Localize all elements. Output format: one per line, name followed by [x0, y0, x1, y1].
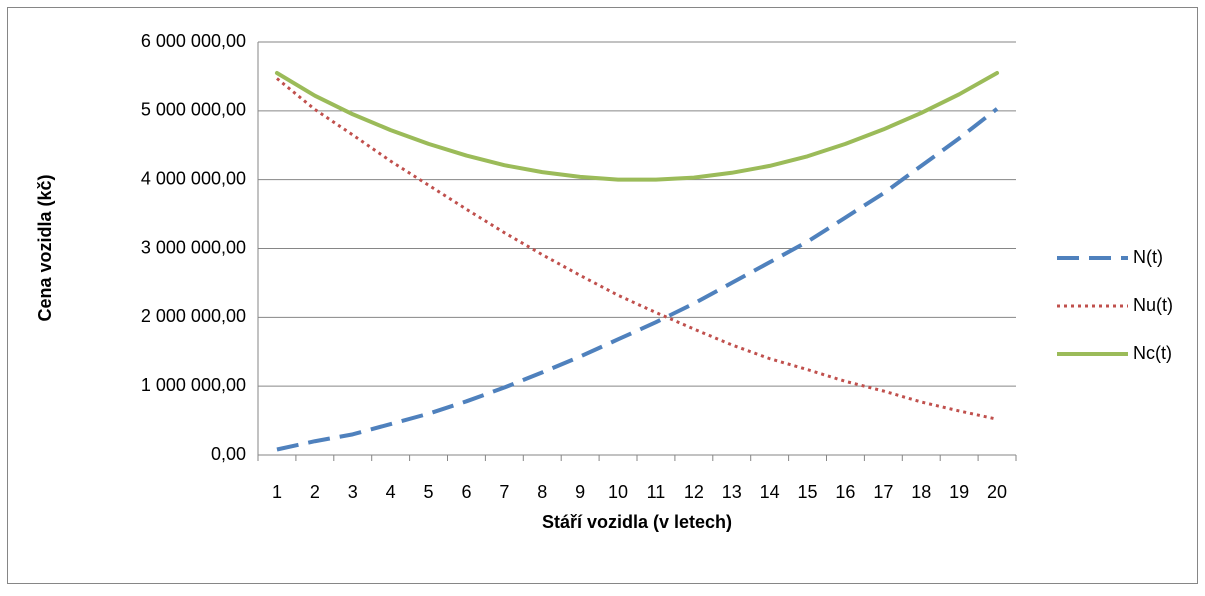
x-tick-label: 14	[760, 482, 780, 502]
x-tick-label: 18	[911, 482, 931, 502]
x-tick-label: 13	[722, 482, 742, 502]
x-tick-label: 9	[575, 482, 585, 502]
y-axis-title: Cena vozidla (kč)	[35, 174, 55, 321]
y-tick-label: 1 000 000,00	[141, 375, 246, 395]
x-tick-label: 10	[608, 482, 628, 502]
x-axis-title: Stáří vozidla (v letech)	[542, 512, 732, 532]
legend-label: Nc(t)	[1133, 343, 1172, 363]
x-tick-label: 17	[873, 482, 893, 502]
x-tick-label: 8	[537, 482, 547, 502]
line-series	[276, 107, 999, 452]
x-tick-label: 16	[835, 482, 855, 502]
x-tick-label: 4	[386, 482, 396, 502]
x-tick-label: 15	[798, 482, 818, 502]
y-tick-label: 3 000 000,00	[141, 237, 246, 257]
x-tick-label: 20	[987, 482, 1007, 502]
x-tick-label: 12	[684, 482, 704, 502]
chart-border	[7, 7, 1198, 584]
x-tick-label: 1	[272, 482, 282, 502]
line-series	[274, 70, 1000, 182]
x-tick-label: 7	[499, 482, 509, 502]
x-tick-label: 5	[424, 482, 434, 502]
x-tick-label: 6	[461, 482, 471, 502]
legend-label: Nu(t)	[1133, 295, 1173, 315]
line-series	[276, 77, 998, 421]
legend-label: N(t)	[1133, 247, 1163, 267]
x-tick-label: 3	[348, 482, 358, 502]
y-tick-label: 6 000 000,00	[141, 31, 246, 51]
x-tick-label: 11	[647, 482, 666, 502]
y-tick-label: 0,00	[211, 444, 246, 464]
x-tick-label: 19	[949, 482, 969, 502]
y-tick-label: 4 000 000,00	[141, 168, 246, 188]
y-tick-label: 2 000 000,00	[141, 306, 246, 326]
y-tick-label: 5 000 000,00	[141, 100, 246, 120]
x-tick-label: 2	[310, 482, 320, 502]
